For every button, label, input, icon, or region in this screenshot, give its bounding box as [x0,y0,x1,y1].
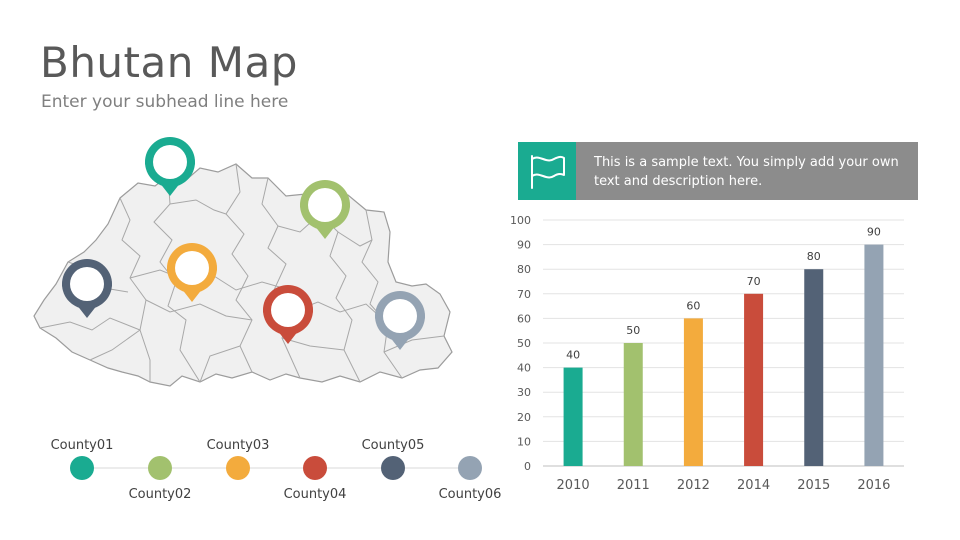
legend-label: County05 [362,438,425,453]
bar [683,318,703,466]
legend-item: County06 [439,456,502,502]
map-pin-icon[interactable] [375,291,425,350]
legend-label: County04 [284,487,347,502]
y-tick-label: 70 [517,288,531,301]
legend-label: County02 [129,487,192,502]
map-pin-icon[interactable] [300,180,350,239]
y-tick-label: 0 [524,460,531,473]
legend-label: County01 [51,438,114,453]
map-pin-icon[interactable] [145,137,195,196]
y-tick-label: 100 [510,214,531,227]
legend-dot [303,456,327,480]
page-subtitle: Enter your subhead line here [41,92,289,112]
x-tick-label: 2011 [617,478,650,493]
legend-dot [70,456,94,480]
legend-item: County02 [129,456,192,502]
x-tick-label: 2016 [857,478,890,493]
map-pins [62,137,425,350]
legend-item: County04 [284,456,347,502]
bar [563,367,583,466]
flag-icon [518,142,576,200]
data-label: 50 [626,324,640,337]
x-tick-label: 2010 [557,478,590,493]
callout-text: This is a sample text. You simply add yo… [594,155,899,189]
x-tick-label: 2015 [797,478,830,493]
legend-label: County06 [439,487,502,502]
legend-dot [458,456,482,480]
legend-dot [148,456,172,480]
data-label: 60 [686,299,700,312]
map-pin-icon[interactable] [62,259,112,318]
data-label: 70 [747,275,761,288]
y-tick-label: 50 [517,337,531,350]
bar [623,343,643,466]
bar [864,244,884,466]
legend-item: County03 [207,438,270,480]
y-tick-label: 30 [517,386,531,399]
y-tick-label: 10 [517,435,531,448]
callout-banner: This is a sample text. You simply add yo… [518,142,918,200]
x-tick-label: 2012 [677,478,710,493]
data-label: 90 [867,226,881,239]
y-tick-label: 80 [517,263,531,276]
legend-dot [381,456,405,480]
data-label: 80 [807,250,821,263]
legend-dot [226,456,250,480]
y-tick-label: 40 [517,362,531,375]
data-label: 40 [566,349,580,362]
legend-item: County01 [51,438,114,480]
x-tick-label: 2014 [737,478,770,493]
legend-item: County05 [362,438,425,480]
y-tick-label: 20 [517,411,531,424]
map-pin-icon[interactable] [263,285,313,344]
page-title: Bhutan Map [40,38,298,87]
y-tick-label: 90 [517,239,531,252]
map-pin-icon[interactable] [166,243,218,302]
bar [744,293,764,466]
legend-label: County03 [207,438,270,453]
y-tick-label: 60 [517,312,531,325]
bar [804,269,824,466]
